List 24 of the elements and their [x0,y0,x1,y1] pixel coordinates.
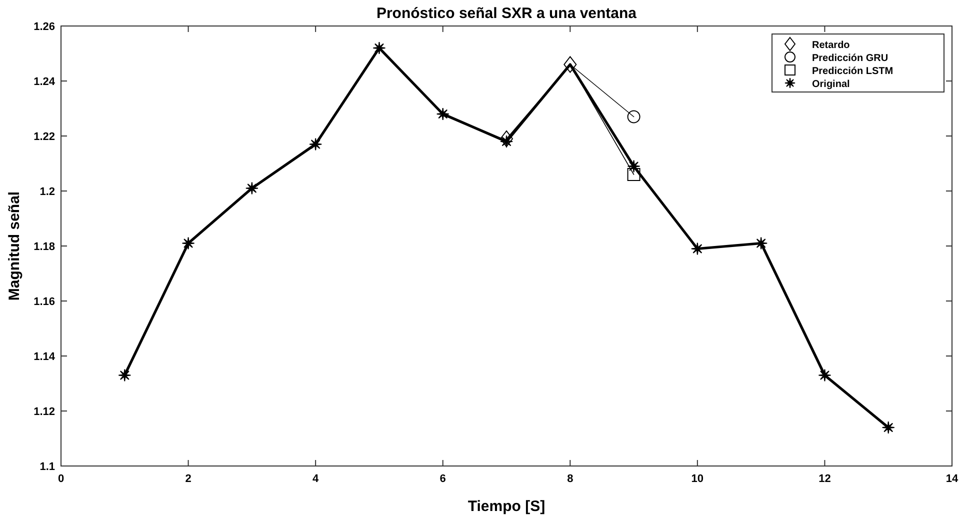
x-tick-label: 4 [312,473,320,485]
y-tick-label: 1.26 [34,21,55,33]
legend-label: Original [812,79,850,90]
y-tick-label: 1.18 [34,241,55,253]
y-tick-label: 1.24 [34,76,56,88]
x-tick-label: 14 [946,473,959,485]
x-tick-label: 0 [58,473,64,485]
y-tick-label: 1.22 [34,131,55,143]
legend-label: Predicción GRU [812,53,888,64]
y-tick-label: 1.1 [40,461,55,473]
y-tick-label: 1.16 [34,296,55,308]
y-tick-label: 1.2 [40,186,55,198]
x-tick-label: 10 [691,473,704,485]
y-axis-title: Magnitud señal [6,191,23,301]
legend-label: Retardo [812,40,850,51]
x-tick-label: 2 [185,473,192,485]
x-tick-label: 8 [567,473,574,485]
x-tick-label: 6 [440,473,446,485]
chart-title: Pronóstico señal SXR a una ventana [376,5,638,22]
x-axis-title: Tiempo [S] [468,498,546,515]
y-tick-label: 1.14 [34,351,56,363]
legend-label: Predicción LSTM [812,66,894,77]
y-tick-label: 1.12 [34,406,55,418]
x-tick-label: 12 [818,473,831,485]
